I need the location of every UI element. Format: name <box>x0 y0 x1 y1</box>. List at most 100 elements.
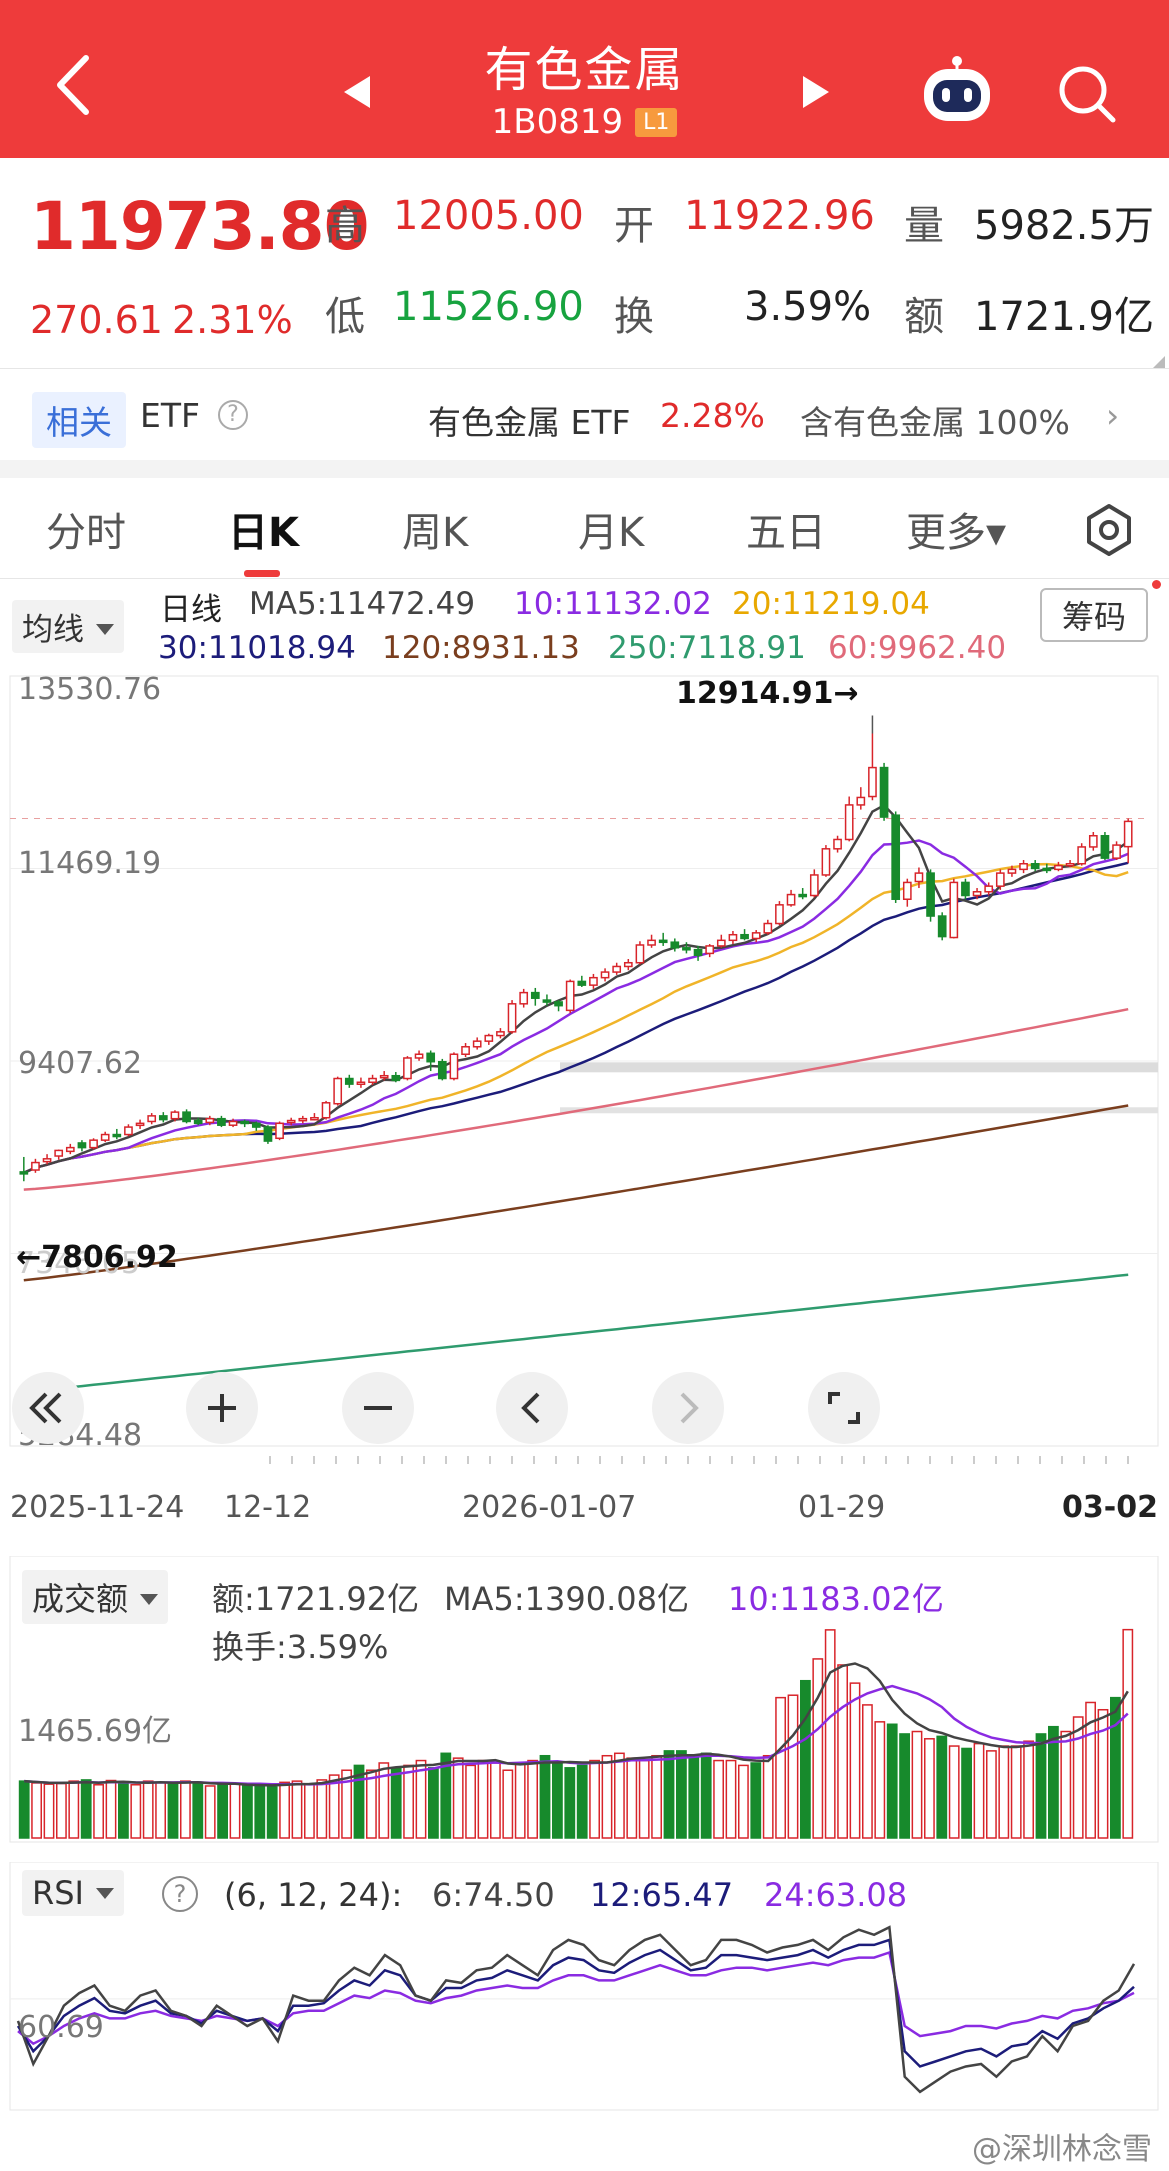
candle-body <box>682 947 691 951</box>
candle-body <box>170 1111 180 1120</box>
volume-bar <box>1110 1696 1121 1839</box>
candle-body <box>635 944 645 964</box>
candle-body <box>217 1117 226 1126</box>
volume-bar <box>266 1786 278 1839</box>
expand-corner-icon[interactable] <box>1153 356 1165 368</box>
tab-monthly-k[interactable]: 月K <box>578 510 645 556</box>
rsi-selector-label: RSI <box>32 1874 84 1912</box>
candle-body <box>856 796 866 806</box>
volume-bar <box>465 1764 477 1839</box>
stock-code-row: 1B0819 L1 <box>0 102 1169 142</box>
notification-dot <box>1152 580 1161 589</box>
scroll-left-button[interactable] <box>496 1372 568 1444</box>
help-icon[interactable]: ? <box>218 400 248 430</box>
zoom-out-icon <box>364 1406 392 1410</box>
x-axis-label: 2025-11-24 <box>10 1490 185 1525</box>
candle-body <box>449 1053 459 1080</box>
candle-body <box>530 991 540 999</box>
candle-body <box>833 838 842 850</box>
candle-body <box>972 891 982 897</box>
candle-body <box>1100 834 1110 859</box>
zoom-in-icon <box>208 1394 236 1422</box>
support-band <box>560 1062 1158 1073</box>
settings-gear-icon[interactable] <box>1082 503 1136 557</box>
rsi12-line <box>16 1938 1135 2068</box>
candle-body <box>42 1158 52 1163</box>
scroll-right-button[interactable] <box>652 1372 724 1444</box>
indicator-selector-label: 均线 <box>22 612 84 648</box>
candle-body <box>31 1161 40 1171</box>
volume-bar <box>725 1759 737 1839</box>
volume-bar <box>527 1759 539 1839</box>
tab-weekly-k[interactable]: 周K <box>402 510 469 556</box>
volume-bar <box>366 1769 377 1839</box>
max-marker-label: 12914.91→ <box>676 676 859 711</box>
turnover-value: 3.59% <box>744 284 872 330</box>
volume-indicator-selector[interactable]: 成交额 <box>22 1570 169 1624</box>
scroll-left-end-button[interactable] <box>12 1372 84 1444</box>
tab-more[interactable]: 更多▾ <box>906 510 1007 556</box>
y-axis-hidden-label: 7346.05 <box>16 1246 141 1281</box>
candle-body <box>705 945 715 955</box>
volume-bar <box>589 1759 601 1839</box>
search-icon[interactable] <box>1055 62 1119 126</box>
related-etf-bar[interactable]: 相关 ETF ? 有色金属 ETF 2.28% 含有色金属 100% › <box>0 370 1169 460</box>
volume-ma10: 10:1183.02亿 <box>728 1580 944 1618</box>
candle-body <box>298 1117 308 1122</box>
candle-body <box>484 1034 494 1042</box>
volume-ma5-line <box>24 1662 1129 1787</box>
volume-bar <box>849 1682 861 1839</box>
tab-five-day[interactable]: 五日 <box>746 510 826 556</box>
volume-bar <box>167 1782 179 1839</box>
rsi-legend: RSI ? (6, 12, 24): 6:74.50 12:65.47 24:6… <box>0 1870 1169 1930</box>
candle-body <box>844 804 854 841</box>
tab-daily-k[interactable]: 日K <box>228 510 299 556</box>
candle-body <box>751 932 761 940</box>
x-axis-label: 2026-01-07 <box>462 1490 637 1525</box>
candle-body <box>914 872 924 883</box>
amount-label: 额 <box>904 294 944 340</box>
robot-assistant-icon[interactable] <box>918 55 996 127</box>
ma-period-label: 日线 <box>160 592 222 628</box>
volume-bar <box>142 1780 154 1839</box>
rsi-chart[interactable] <box>0 1862 1169 2112</box>
previous-stock-icon[interactable] <box>338 72 378 112</box>
candle-body <box>542 999 552 1003</box>
volume-bar <box>713 1759 725 1839</box>
volume-bar <box>601 1754 613 1839</box>
zoom-out-button[interactable] <box>342 1372 414 1444</box>
etf-name[interactable]: 有色金属 ETF <box>428 403 631 442</box>
chip-distribution-button[interactable]: 筹码 <box>1040 588 1149 642</box>
candle-body <box>1123 820 1133 848</box>
candle-body <box>1054 864 1063 871</box>
section-gap <box>0 460 1169 478</box>
back-arrow-icon[interactable] <box>48 50 98 120</box>
kline-chart[interactable] <box>0 666 1169 1466</box>
low-label: 低 <box>325 294 365 340</box>
divider <box>0 368 1169 369</box>
indicator-selector[interactable]: 均线 <box>12 600 124 653</box>
open-value: 11922.96 <box>684 193 875 239</box>
rsi12-value: 12:65.47 <box>590 1876 734 1914</box>
chevron-right-icon[interactable]: › <box>1106 396 1120 435</box>
volume-bar <box>229 1783 241 1839</box>
volume-bar <box>961 1747 973 1839</box>
volume-chart[interactable] <box>0 1556 1169 1846</box>
volume-bar <box>688 1757 700 1839</box>
rsi-indicator-selector[interactable]: RSI <box>22 1870 124 1916</box>
open-label: 开 <box>614 203 654 249</box>
candle-body <box>554 1001 563 1007</box>
candle-body <box>472 1040 482 1048</box>
next-stock-icon[interactable] <box>795 72 835 112</box>
rsi-help-icon[interactable]: ? <box>162 1876 198 1912</box>
fullscreen-button[interactable] <box>808 1372 880 1444</box>
volume-bar <box>452 1757 464 1839</box>
zoom-in-button[interactable] <box>186 1372 258 1444</box>
volume-bar <box>750 1762 762 1839</box>
candle-body <box>949 881 959 939</box>
etf-change-pct: 2.28% <box>660 396 765 435</box>
volume-bar <box>1085 1701 1096 1839</box>
tab-intraday[interactable]: 分时 <box>46 510 126 556</box>
volume-bar <box>800 1679 811 1839</box>
volume-bar <box>415 1759 427 1839</box>
